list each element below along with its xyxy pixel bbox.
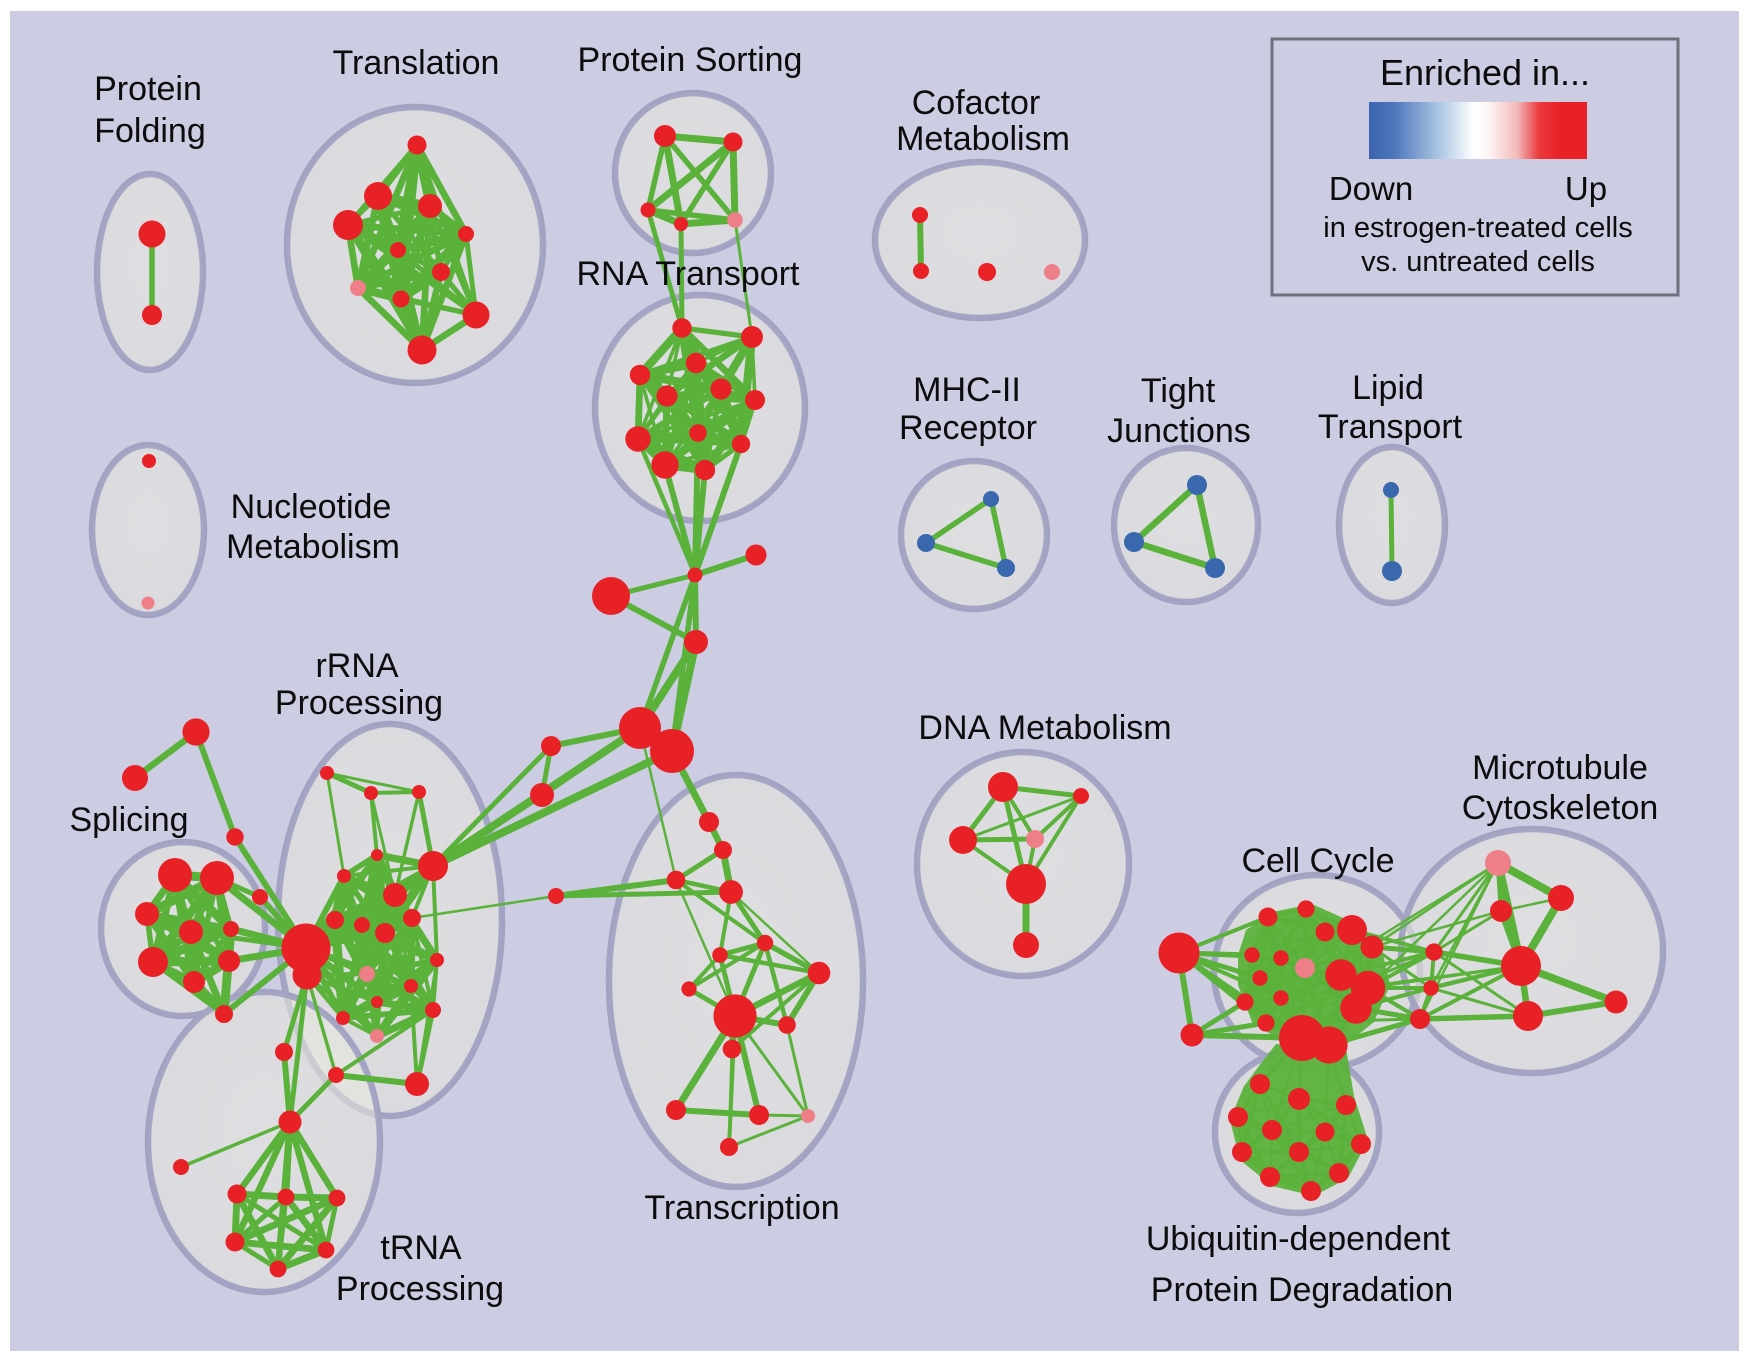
svg-text:Enriched in...: Enriched in... [1380,52,1590,93]
svg-text:Folding: Folding [94,112,206,150]
svg-text:rRNA: rRNA [315,647,398,685]
svg-text:Processing: Processing [275,684,443,722]
svg-text:MHC-II: MHC-II [913,371,1021,409]
svg-text:Up: Up [1565,170,1607,207]
svg-text:Tight: Tight [1141,372,1216,410]
svg-text:Splicing: Splicing [69,801,188,839]
svg-text:Down: Down [1329,170,1413,207]
svg-text:Nucleotide: Nucleotide [231,488,392,526]
svg-text:Ubiquitin-dependent: Ubiquitin-dependent [1146,1220,1451,1258]
svg-text:Protein Sorting: Protein Sorting [578,41,803,79]
svg-text:DNA Metabolism: DNA Metabolism [918,709,1171,747]
svg-text:tRNA: tRNA [380,1229,462,1267]
svg-text:Protein: Protein [94,70,202,108]
svg-text:Cofactor: Cofactor [912,84,1041,122]
svg-text:Microtubule: Microtubule [1472,749,1648,787]
svg-text:Receptor: Receptor [899,409,1037,447]
svg-text:Cytoskeleton: Cytoskeleton [1462,789,1659,827]
svg-text:Lipid: Lipid [1352,369,1424,407]
svg-text:in estrogen-treated cells: in estrogen-treated cells [1323,212,1633,244]
svg-text:Metabolism: Metabolism [226,528,400,566]
svg-text:Metabolism: Metabolism [896,120,1070,158]
svg-text:Transport: Transport [1318,408,1463,446]
svg-text:Transcription: Transcription [644,1189,839,1227]
svg-text:Processing: Processing [336,1270,504,1308]
svg-text:vs. untreated cells: vs. untreated cells [1361,246,1595,278]
svg-text:Junctions: Junctions [1107,412,1251,450]
svg-text:RNA Transport: RNA Transport [577,255,801,293]
svg-text:Translation: Translation [333,44,500,82]
svg-text:Cell Cycle: Cell Cycle [1241,842,1394,880]
svg-text:Protein Degradation: Protein Degradation [1151,1271,1453,1309]
